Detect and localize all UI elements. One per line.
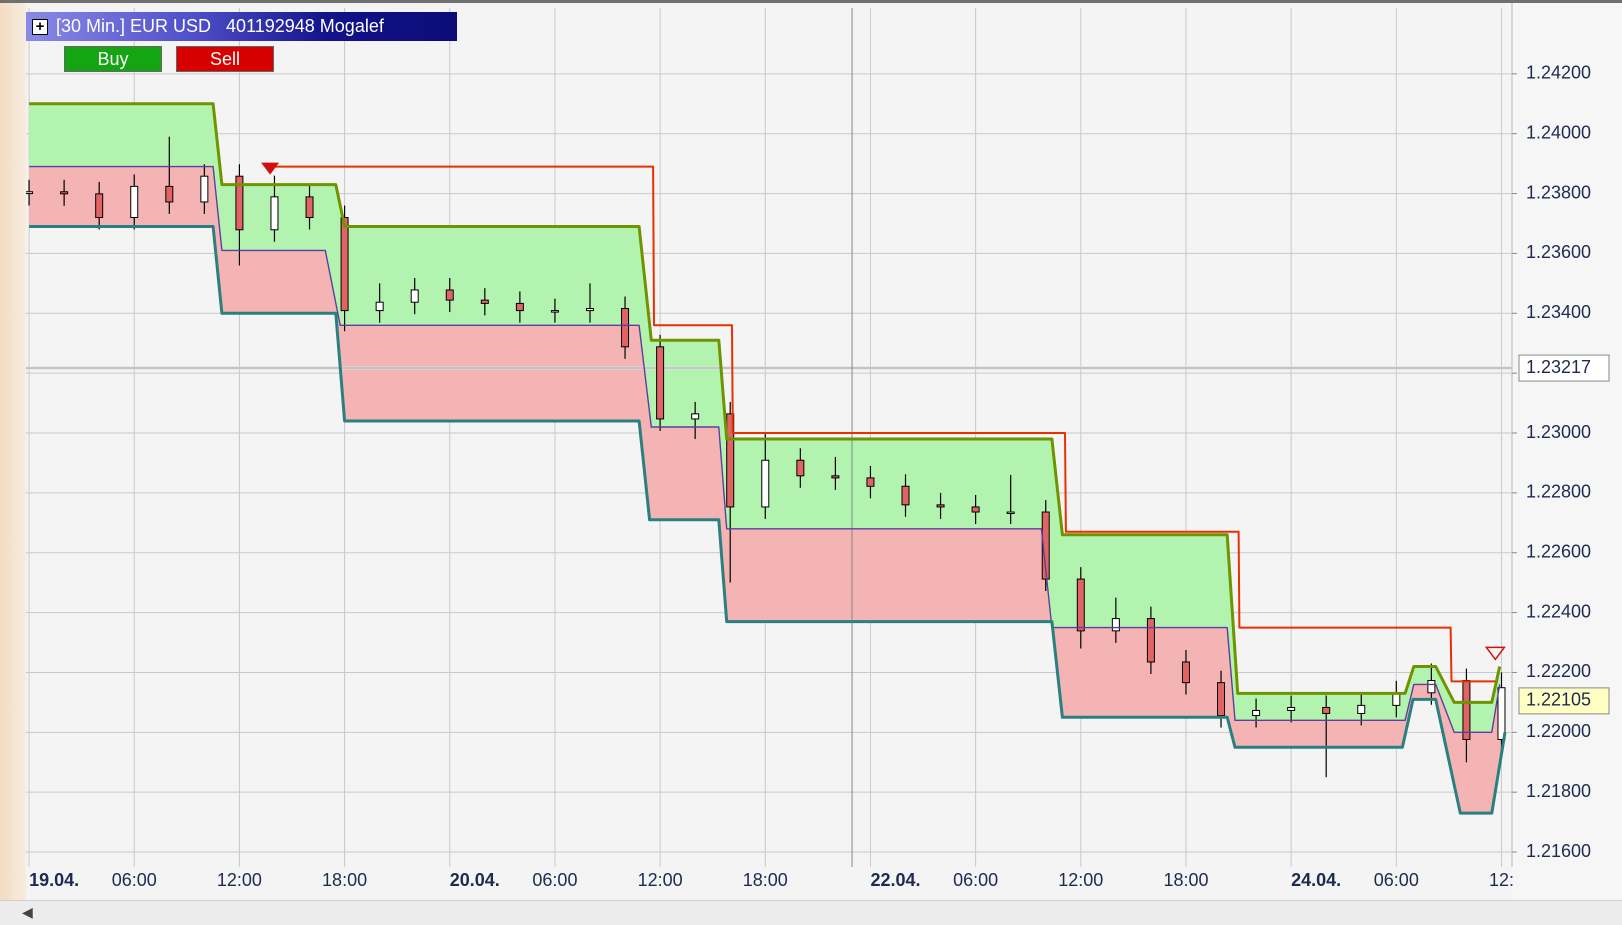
last-price-label: 1.22105 <box>1526 690 1591 710</box>
x-tick-label: 18:00 <box>1163 870 1208 890</box>
candle-body <box>656 346 665 420</box>
candle-body <box>305 196 314 219</box>
scrollbar[interactable]: ◀ <box>0 900 1622 925</box>
x-tick-label: 06:00 <box>953 870 998 890</box>
candle-body <box>761 459 770 508</box>
candle-body <box>1111 618 1120 632</box>
y-tick-label: 1.21800 <box>1526 781 1591 801</box>
y-tick-label: 1.23600 <box>1526 242 1591 262</box>
x-tick-label: 24.04. <box>1291 870 1341 890</box>
last-price-box <box>1518 687 1610 715</box>
scroll-left-arrow[interactable]: ◀ <box>22 904 33 920</box>
band-fill <box>29 103 1500 733</box>
plot <box>26 8 1512 867</box>
stop-line <box>270 165 1496 683</box>
y-tick-label: 1.23800 <box>1526 182 1591 202</box>
candle-body <box>445 289 454 301</box>
x-tick-label: 06:00 <box>532 870 577 890</box>
candle-body <box>726 413 735 508</box>
candle-body <box>95 193 104 219</box>
candle-body <box>1146 618 1155 663</box>
y-tick-label: 1.24000 <box>1526 122 1591 142</box>
candle-body <box>60 191 69 195</box>
x-tick-label: 12:00 <box>638 870 683 890</box>
y-tick-label: 1.23000 <box>1526 422 1591 442</box>
candle-body <box>480 299 489 304</box>
lower-band <box>29 225 1507 815</box>
candle-body <box>901 485 910 506</box>
candle-body <box>515 302 524 312</box>
upper-band <box>29 102 1502 704</box>
candle-body <box>130 185 139 219</box>
y-tick-label: 1.22600 <box>1526 541 1591 561</box>
x-tick-label: 18:00 <box>743 870 788 890</box>
candle-body <box>1181 661 1190 684</box>
sell-button[interactable]: Sell <box>176 46 274 72</box>
candle-body <box>831 475 840 479</box>
candle-body <box>1006 511 1015 515</box>
candle-body <box>26 191 34 195</box>
candle-body <box>796 459 805 477</box>
x-tick-label: 06:00 <box>1374 870 1419 890</box>
candle-body <box>971 506 980 513</box>
candle-body <box>691 413 700 420</box>
candle-body <box>270 196 279 231</box>
top-border <box>0 0 1622 3</box>
x-tick-label: 18:00 <box>322 870 367 890</box>
candle-body <box>585 308 594 312</box>
crosshair-price-box <box>1518 354 1610 382</box>
candle-body <box>1287 706 1296 711</box>
candle-body <box>1252 709 1261 717</box>
candle-body <box>936 504 945 508</box>
y-tick-label: 1.23400 <box>1526 302 1591 322</box>
header-title: [30 Min.] EUR USD 401192948 Mogalef <box>56 16 384 36</box>
price-axis-area <box>1512 3 1622 900</box>
x-tick-label: 20.04. <box>450 870 500 890</box>
candle-body <box>866 477 875 487</box>
candle-body <box>1497 687 1506 740</box>
signal-marker <box>1484 646 1506 661</box>
x-tick-label: 12:00 <box>1058 870 1103 890</box>
candle-body <box>410 289 419 303</box>
candle-body <box>1357 704 1366 714</box>
candle-body <box>1041 511 1050 580</box>
candle-body <box>550 310 559 313</box>
y-tick-label: 1.22400 <box>1526 601 1591 621</box>
candle-body <box>235 175 244 231</box>
candle-body <box>375 301 384 312</box>
signal-marker <box>261 162 280 175</box>
x-tick-label: 12:00 <box>217 870 262 890</box>
y-tick-label: 1.24200 <box>1526 63 1591 83</box>
chart: 1.21600 1.21800 1.22000 1.22200 1.22400 1.226… <box>0 0 1622 900</box>
candle-body <box>1217 682 1226 717</box>
y-tick-label: 1.22200 <box>1526 661 1591 681</box>
x-tick-label: 22.04. <box>870 870 920 890</box>
y-tick-label: 1.22800 <box>1526 482 1591 502</box>
chart-header[interactable]: + [30 Min.] EUR USD 401192948 Mogalef <box>26 12 457 41</box>
candle-body <box>340 217 349 312</box>
y-tick-label: 1.22000 <box>1526 721 1591 741</box>
band-fill <box>29 166 1506 814</box>
candle-body <box>621 308 630 348</box>
y-tick-label: 1.21600 <box>1526 841 1591 861</box>
x-tick-label: 12: <box>1489 870 1514 890</box>
x-tick-label: 06:00 <box>112 870 157 890</box>
expand-icon[interactable]: + <box>32 18 48 35</box>
middle-band <box>29 165 1501 733</box>
candle-body <box>1462 680 1471 740</box>
candle-body <box>200 175 209 203</box>
crosshair-price-label: 1.23217 <box>1526 357 1591 377</box>
candle-body <box>1322 706 1331 714</box>
buy-button[interactable]: Buy <box>64 46 162 72</box>
candle-body <box>1427 680 1436 694</box>
candle-body <box>1076 578 1085 632</box>
candle-body <box>165 185 174 203</box>
x-tick-label: 19.04. <box>29 870 79 890</box>
